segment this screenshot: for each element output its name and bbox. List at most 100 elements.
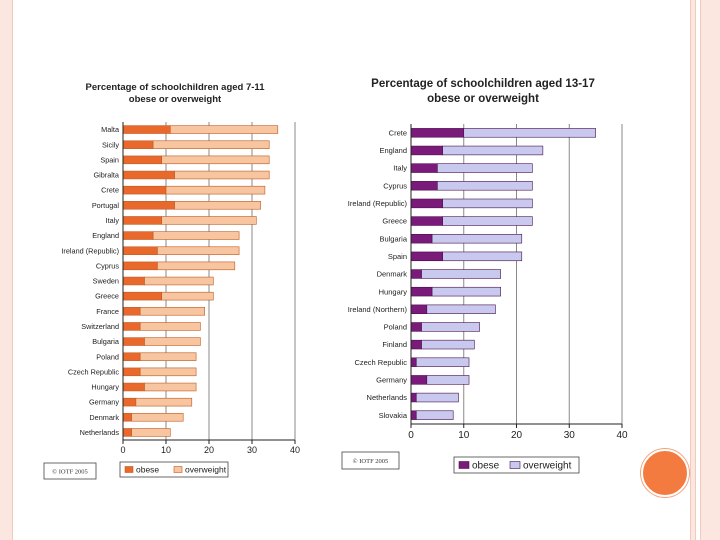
category-label: Ireland (Northern) [348,305,408,314]
x-tick-label: 30 [247,445,257,455]
overweight-bar [426,304,496,315]
category-label: Italy [393,164,407,173]
overweight-bar [139,322,201,331]
overweight-bar [431,286,501,297]
overweight-bar [135,397,193,407]
overweight-legend-swatch [509,461,521,469]
category-label: Hungary [91,383,119,392]
overweight-bar [442,251,523,262]
obese-bar [410,216,443,226]
overweight-bar [144,382,197,392]
overweight-bar [442,216,533,226]
category-label: England [92,231,119,240]
overweight-bar [174,201,261,210]
slide-decoration-circle [641,449,689,497]
chart-title-line: Percentage of schoolchildren aged 13-17 [371,78,595,90]
overweight-bar [139,367,197,377]
obese-bar [410,233,433,244]
chart-title-line: obese or overweight [129,94,222,105]
category-label: Sicily [102,140,119,149]
overweight-bar [442,198,533,209]
category-label: Netherlands [80,428,120,437]
category-label: Finland [382,340,407,349]
overweight-legend-swatch [173,466,183,473]
category-label: Cyprus [96,261,119,270]
overweight-bar [157,246,240,255]
slide-left-border [0,0,13,540]
overweight-bar [463,128,596,138]
category-label: Slovakia [379,411,408,420]
overweight-bar [157,261,236,271]
overweight-bar [415,357,470,367]
category-label: Spain [388,252,407,261]
category-label: Bulgaria [379,234,407,243]
slide-right-border [700,0,720,540]
category-label: Czech Republic [354,358,407,367]
obese-bar [410,322,422,332]
category-label: Denmark [377,270,408,279]
overweight-bar [165,185,266,195]
overweight-bar [442,145,544,156]
overweight-bar [431,233,523,244]
obese-bar [410,304,428,315]
x-tick-label: 0 [120,445,125,455]
overweight-bar [421,269,501,279]
overweight-legend-label: overweight [523,461,572,472]
overweight-bar [139,307,205,316]
overweight-bar [152,231,240,240]
category-label: Italy [106,216,120,225]
overweight-bar [139,352,197,361]
slide-right-border-thin [690,0,696,540]
obese-bar [410,392,417,403]
copyright-text: © IOTF 2005 [52,469,88,476]
chart-title-line: Percentage of schoolchildren aged 7-11 [86,82,266,93]
obese-bar [410,145,443,156]
overweight-bar [161,216,257,225]
obese-bar [410,181,438,191]
category-label: Czech Republic [68,367,119,376]
category-label: France [96,307,119,316]
obese-legend-swatch [458,461,470,469]
overweight-bar [161,155,270,165]
overweight-bar [421,322,480,332]
x-tick-label: 0 [408,430,414,441]
obese-legend-label: obese [136,465,159,475]
category-label: Greece [95,292,119,301]
obese-bar [410,286,433,297]
category-label: Poland [96,352,119,361]
category-label: Germany [89,398,119,407]
overweight-bar [415,410,454,420]
category-label: Poland [384,323,407,332]
overweight-bar [144,337,201,346]
obese-legend-label: obese [472,461,500,472]
category-label: Portugal [92,201,120,210]
category-label: Spain [100,155,119,164]
x-tick-label: 40 [616,430,628,441]
overweight-bar [437,163,533,173]
x-tick-label: 20 [204,445,214,455]
x-tick-label: 10 [458,430,470,441]
category-label: Ireland (Republic) [61,246,119,255]
category-label: England [379,146,407,155]
obese-bar [410,375,428,385]
category-label: Greece [382,217,407,226]
category-label: Malta [101,125,120,134]
category-label: Switzerland [81,322,119,331]
copyright-box [43,462,97,480]
overweight-bar [131,413,184,422]
obese-bar [410,163,438,173]
overweight-bar [152,140,270,149]
category-label: Crete [389,128,407,137]
obese-bar [410,251,443,262]
overweight-bar [131,428,171,437]
overweight-bar [426,375,470,385]
obese-bar [410,410,417,420]
x-tick-label: 10 [161,445,171,455]
category-label: Gibralta [93,171,119,180]
overweight-bar [415,392,459,403]
category-label: Hungary [379,287,408,296]
category-label: Ireland (Republic) [348,199,408,208]
chart-title-line: obese or overweight [427,93,539,105]
obese-bar [410,198,443,209]
